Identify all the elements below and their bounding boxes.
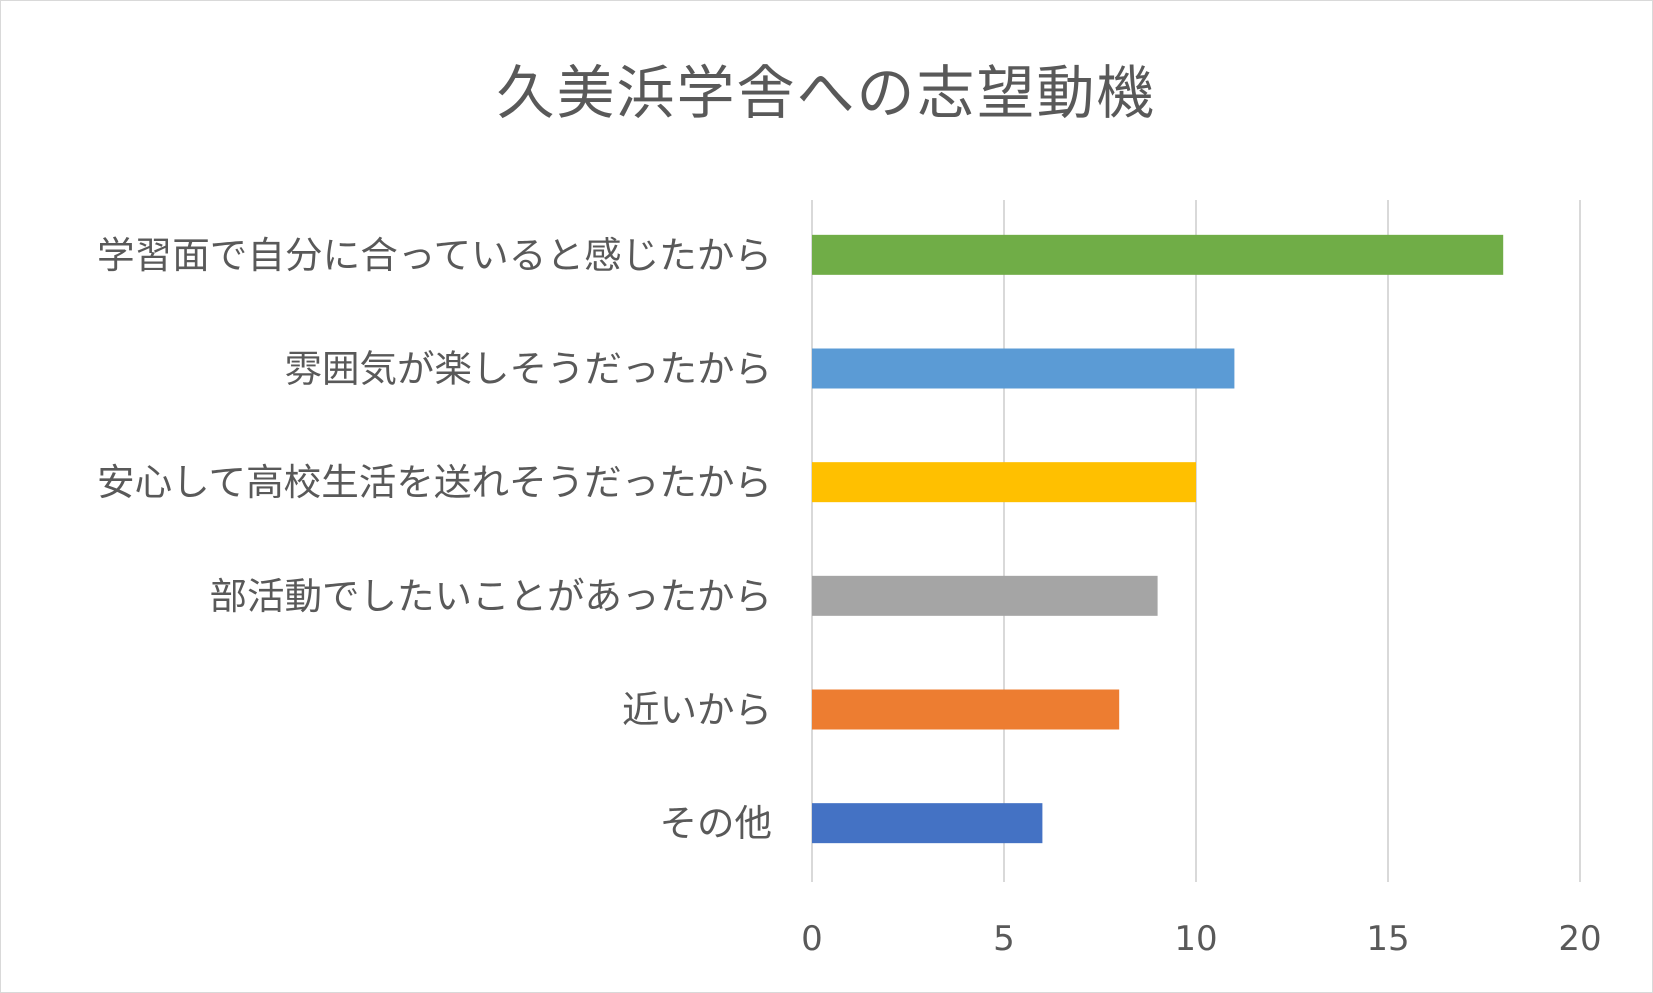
bars bbox=[812, 234, 1504, 844]
x-tick-label: 20 bbox=[1558, 919, 1601, 959]
category-label: 近いから bbox=[622, 689, 772, 732]
category-label: 部活動でしたいことがあったから bbox=[210, 575, 773, 618]
x-tick-label: 0 bbox=[801, 919, 823, 959]
chart-title: 久美浜学舎への志望動機 bbox=[496, 59, 1157, 127]
x-tick-label: 5 bbox=[993, 919, 1015, 959]
category-labels: 学習面で自分に合っていると感じたから雰囲気が楽しそうだったから安心して高校生活を… bbox=[97, 234, 772, 845]
x-tick-labels: 0 5 10 15 20 bbox=[801, 919, 1601, 959]
bar bbox=[812, 575, 1158, 616]
bar bbox=[812, 462, 1196, 503]
category-label: 安心して高校生活を送れそうだったから bbox=[97, 461, 772, 504]
category-label: 学習面で自分に合っていると感じたから bbox=[97, 234, 772, 277]
x-tick-label: 15 bbox=[1366, 919, 1409, 959]
bar bbox=[812, 803, 1043, 844]
bar bbox=[812, 689, 1120, 730]
x-tick-label: 10 bbox=[1174, 919, 1217, 959]
category-label: その他 bbox=[660, 802, 773, 845]
gridlines bbox=[811, 200, 1581, 882]
category-label: 雰囲気が楽しそうだったから bbox=[285, 348, 773, 391]
bar bbox=[812, 234, 1504, 275]
bar bbox=[812, 348, 1235, 389]
